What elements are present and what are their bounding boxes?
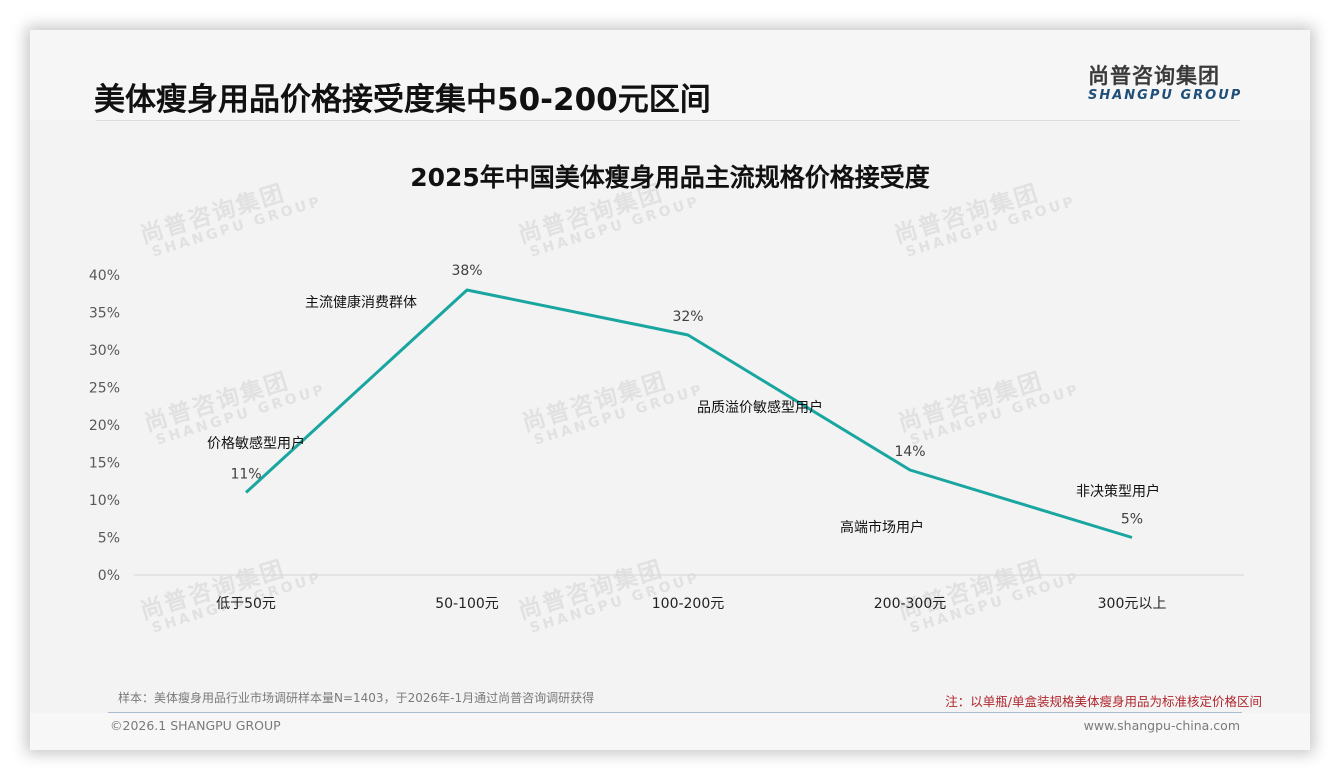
chart-title: 2025年中国美体瘦身用品主流规格价格接受度 <box>410 163 930 192</box>
data-value-label: 32% <box>672 309 703 325</box>
segment-annotation: 高端市场用户 <box>840 519 924 536</box>
slide: 尚普咨询集团 SHANGPU GROUP 尚普咨询集团 SHANGPU GROUP … <box>30 30 1310 750</box>
y-tick-label: 35% <box>89 306 120 322</box>
sample-note: 样本：美体瘦身用品行业市场调研样本量N=1403，于2026年-1月通过尚普咨询… <box>118 691 595 705</box>
y-tick-label: 5% <box>98 531 120 547</box>
value-labels: 11% 38% 32% 14% 5% <box>230 263 1143 528</box>
segment-annotation: 非决策型用户 <box>1076 483 1160 500</box>
company-logo: 尚普咨询集团 SHANGPU GROUP <box>1088 64 1242 104</box>
copyright: ©2026.1 SHANGPU GROUP <box>110 718 281 733</box>
line-chart: 0% 5% 10% 15% 20% 25% 30% 35% 40% 低于50元 50-100元 10… <box>89 263 1244 612</box>
x-tick-label: 50-100元 <box>435 596 499 612</box>
title-divider <box>96 120 1240 121</box>
data-value-label: 11% <box>230 467 261 483</box>
y-tick-label: 25% <box>89 381 120 397</box>
data-value-label: 5% <box>1121 512 1143 528</box>
x-axis: 低于50元 50-100元 100-200元 200-300元 300元以上 <box>216 596 1166 612</box>
data-value-label: 14% <box>894 444 925 460</box>
x-tick-label: 200-300元 <box>874 596 947 612</box>
data-value-label: 38% <box>451 263 482 279</box>
header-band <box>30 30 1310 120</box>
footer-divider <box>108 712 1242 713</box>
y-tick-label: 20% <box>89 418 120 434</box>
x-tick-label: 低于50元 <box>216 596 276 612</box>
page-title: 美体瘦身用品价格接受度集中50-200元区间 <box>94 82 711 118</box>
website-link[interactable]: www.shangpu-china.com <box>1083 718 1240 733</box>
x-tick-label: 300元以上 <box>1098 596 1167 612</box>
remark-note: 注：以单瓶/单盒装规格美体瘦身用品为标准核定价格区间 <box>945 694 1262 709</box>
logo-en-text: SHANGPU GROUP <box>1088 88 1243 103</box>
segment-annotation: 品质溢价敏感型用户 <box>697 399 823 416</box>
y-tick-label: 0% <box>98 568 120 584</box>
segment-annotation: 主流健康消费群体 <box>305 294 417 311</box>
footer-band <box>30 713 1310 750</box>
y-tick-label: 10% <box>89 493 120 509</box>
segment-annotation: 价格敏感型用户 <box>207 435 305 452</box>
y-tick-label: 30% <box>89 343 120 359</box>
y-axis: 0% 5% 10% 15% 20% 25% 30% 35% 40% <box>89 268 120 584</box>
x-tick-label: 100-200元 <box>652 596 725 612</box>
y-tick-label: 40% <box>89 268 120 284</box>
y-tick-label: 15% <box>89 456 120 472</box>
logo-cn-text: 尚普咨询集团 <box>1088 64 1220 88</box>
series-line <box>244 288 1133 539</box>
